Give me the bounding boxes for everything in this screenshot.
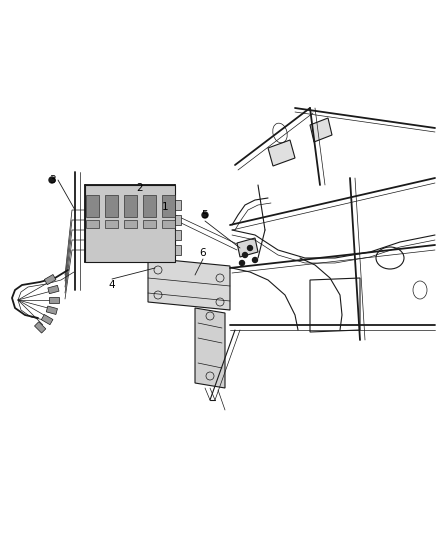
Bar [85,220,99,228]
Bar [41,314,53,325]
Polygon shape [195,308,225,388]
Circle shape [49,177,55,183]
Bar [124,195,137,217]
Bar [162,195,174,217]
Bar [85,195,99,217]
Circle shape [240,261,244,265]
Bar [105,195,117,217]
Bar [46,306,57,314]
Polygon shape [310,118,332,142]
Polygon shape [237,238,258,257]
Circle shape [243,253,247,257]
Bar [35,322,46,333]
Bar [44,274,56,285]
Bar [162,220,174,228]
Text: 3: 3 [49,175,55,185]
Bar [175,200,181,210]
Text: 6: 6 [200,248,206,258]
Bar [175,215,181,225]
Bar [49,297,59,303]
Circle shape [247,246,252,251]
Circle shape [252,257,258,262]
Bar [105,220,117,228]
Bar [124,220,137,228]
Bar [175,230,181,240]
Bar [142,195,155,217]
Text: 5: 5 [201,210,208,220]
Text: 4: 4 [109,280,115,290]
Bar [48,285,59,294]
Bar [175,245,181,255]
Text: 2: 2 [137,183,143,193]
Polygon shape [148,258,230,310]
Bar [142,220,155,228]
Bar [85,185,175,262]
Text: 1: 1 [162,202,168,212]
Circle shape [202,212,208,218]
Polygon shape [268,140,295,166]
